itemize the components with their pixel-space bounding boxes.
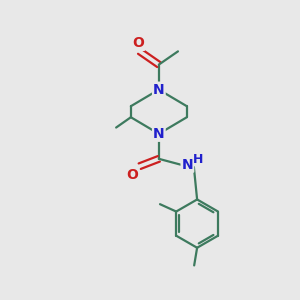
Text: O: O xyxy=(126,168,138,182)
Text: O: O xyxy=(132,36,144,50)
Text: N: N xyxy=(182,158,193,172)
Text: H: H xyxy=(193,153,203,166)
Text: N: N xyxy=(153,127,165,141)
Text: N: N xyxy=(153,82,165,97)
